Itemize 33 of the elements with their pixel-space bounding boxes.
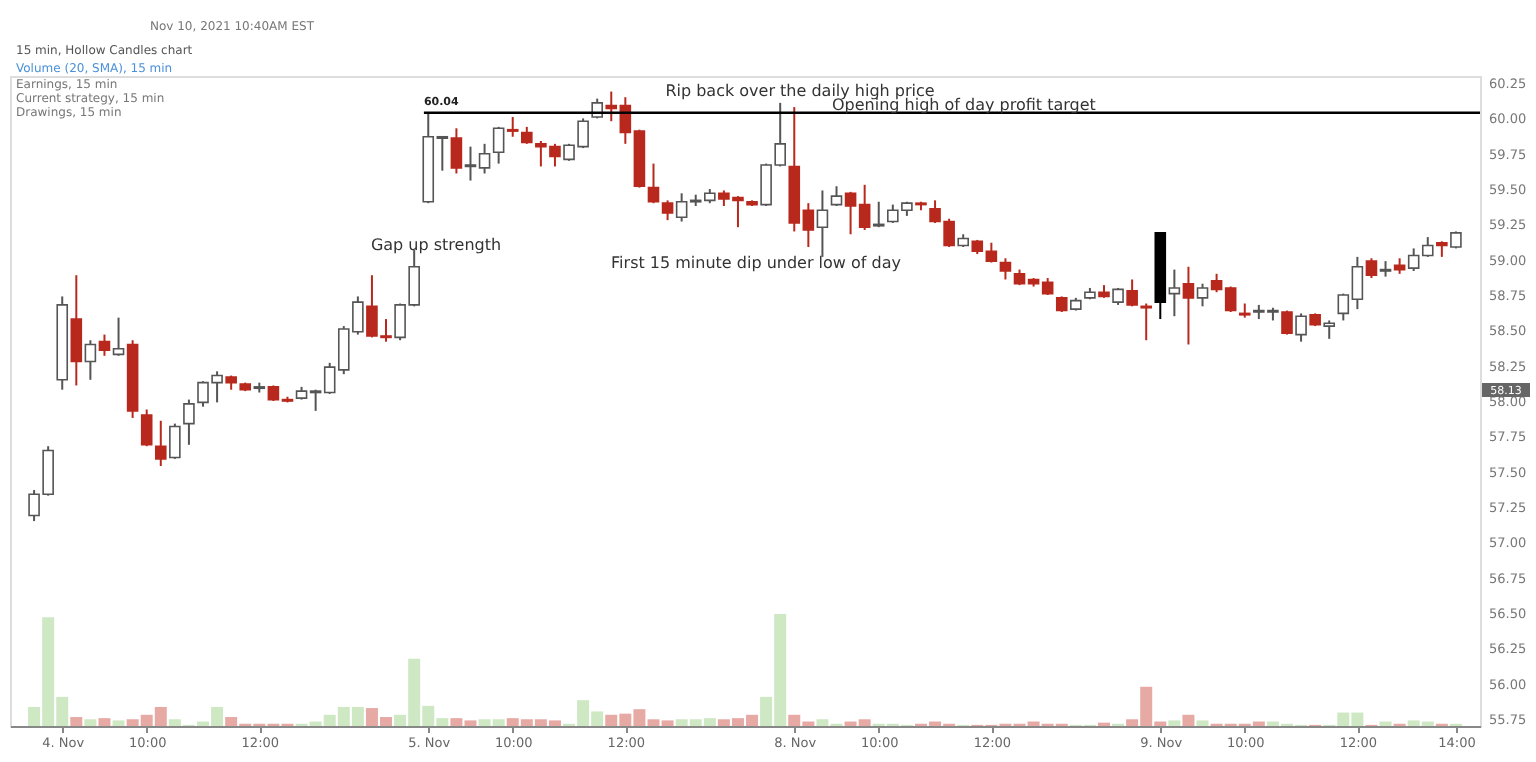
candlestick [830,185,843,207]
bar [84,719,97,726]
candlestick [1196,282,1209,308]
candlestick [1281,309,1293,336]
candlestick [450,127,463,175]
bar [70,717,83,726]
bar [1182,714,1195,726]
annotation: Rip back over the daily high price [665,82,935,100]
bar [1168,720,1181,726]
candlestick [1140,302,1153,342]
candlestick [1295,312,1307,343]
candlestick [183,398,195,446]
bar [98,718,111,726]
candlestick [816,189,829,258]
annotation: Opening high of day profit target [832,96,1096,114]
candlestick [1182,265,1195,346]
candlestick [112,316,125,357]
candlestick [1365,257,1378,280]
candlestick [98,333,111,357]
annotation: Gap up strength [370,236,502,254]
candlestick [999,257,1012,281]
bar [1196,720,1209,726]
candlestick [506,115,519,138]
candlestick [70,274,83,387]
annotation: First 15 minute dip under low of day [611,254,902,272]
candlestick [1323,319,1336,340]
bar [112,720,125,726]
candlestick [169,422,181,460]
candlestick [84,339,97,381]
candlestick [872,200,885,229]
candlestick [1168,268,1181,318]
candlestick [1126,278,1138,308]
candlestick [492,125,505,165]
